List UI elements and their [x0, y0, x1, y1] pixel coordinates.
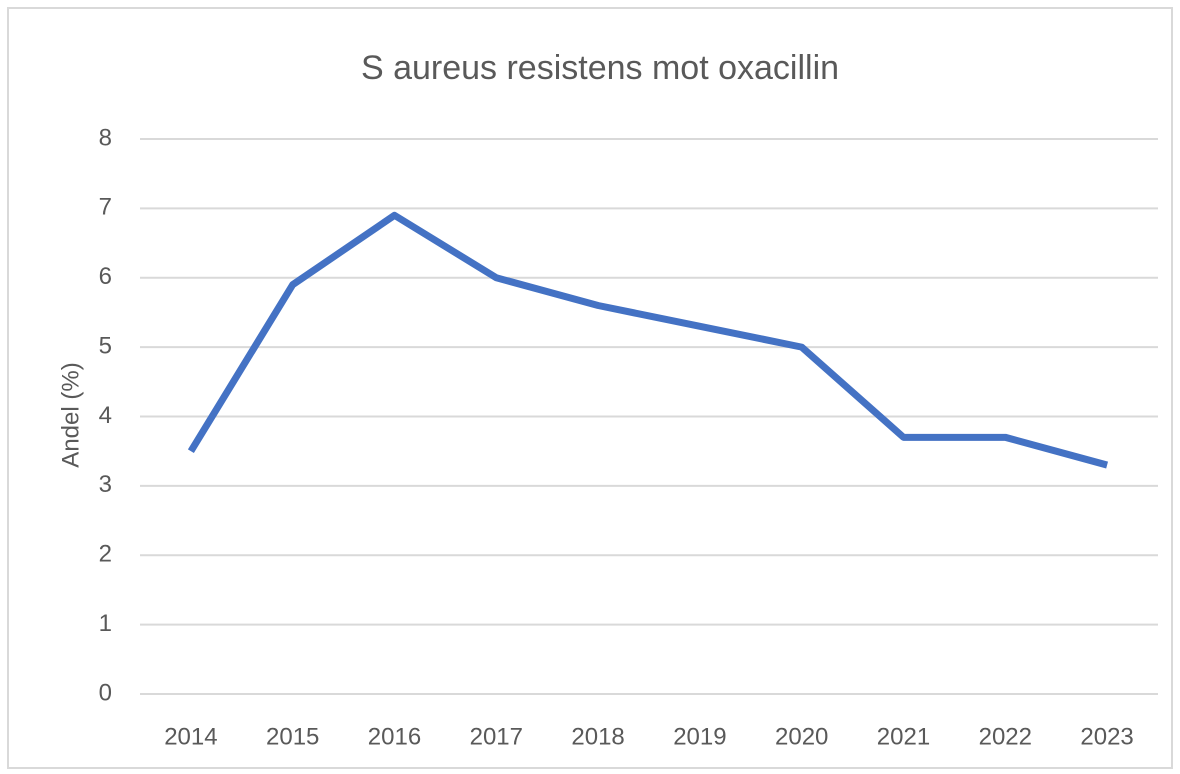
chart-title: S aureus resistens mot oxacillin: [361, 49, 839, 87]
y-tick-label: 3: [99, 471, 112, 498]
data-line: [187, 211, 1109, 469]
y-axis-label: Andel (%): [57, 362, 84, 467]
y-tick-label: 7: [99, 194, 112, 221]
x-tick-label: 2014: [164, 723, 217, 750]
y-tick-label: 1: [99, 610, 112, 637]
y-tick-label: 2: [99, 541, 112, 568]
x-tick-label: 2017: [470, 723, 523, 750]
y-tick-label: 8: [99, 124, 112, 151]
x-tick-label: 2016: [368, 723, 421, 750]
y-tick-label: 5: [99, 332, 112, 359]
x-tick-label: 2018: [571, 723, 624, 750]
x-tick-label: 2023: [1080, 723, 1133, 750]
chart-frame: [7, 7, 1173, 769]
x-tick-label: 2019: [673, 723, 726, 750]
x-tick-label: 2015: [266, 723, 319, 750]
x-tick-label: 2022: [979, 723, 1032, 750]
y-tick-label: 4: [99, 402, 112, 429]
y-tick-label: 6: [99, 263, 112, 290]
y-tick-label: 0: [99, 679, 112, 706]
x-tick-label: 2020: [775, 723, 828, 750]
x-tick-label: 2021: [877, 723, 930, 750]
